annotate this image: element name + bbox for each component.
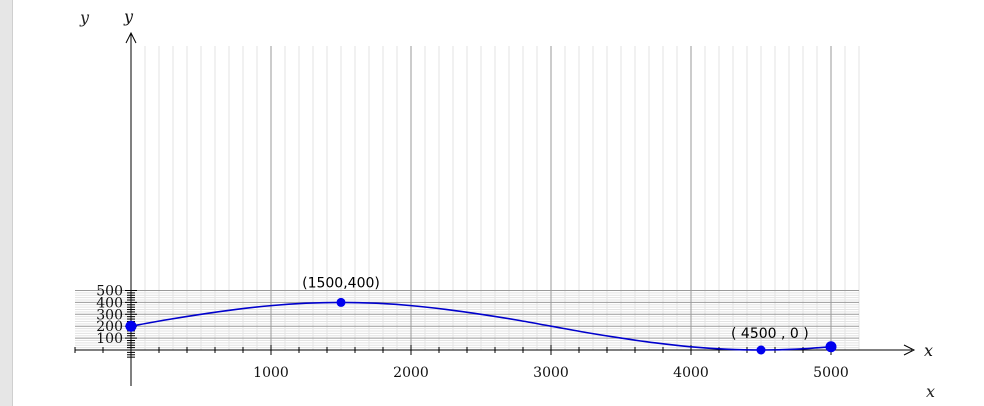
series-line — [130, 301, 832, 351]
annotation-minimum: ( 4500 , 0 ) — [731, 326, 809, 342]
data-point — [336, 297, 346, 307]
x-tick-label: 5000 — [813, 365, 849, 381]
window-edge — [0, 0, 13, 406]
y-tick-label: 100 — [96, 331, 123, 347]
x-tick-label: 4000 — [673, 365, 709, 381]
outer-y-label: y — [80, 8, 90, 27]
y-axis-label: y — [123, 7, 134, 26]
annotation-peak: (1500,400) — [302, 275, 380, 291]
y-tick-label: 300 — [96, 307, 123, 323]
data-point — [125, 320, 137, 332]
x-tick-label: 3000 — [533, 365, 569, 381]
y-tick-label: 200 — [96, 319, 123, 335]
data-point — [756, 345, 766, 355]
y-axis-arrow — [125, 31, 137, 44]
data-points — [125, 297, 837, 355]
x-axis-label: x — [924, 341, 933, 360]
outer-x-label: x — [926, 382, 936, 401]
x-tick-label: 2000 — [393, 365, 429, 381]
minor-grid — [75, 46, 860, 350]
y-tick-label: 400 — [96, 295, 123, 311]
data-point — [825, 341, 837, 353]
y-tick-label: 500 — [96, 284, 123, 300]
annotations: (1500,400) ( 4500 , 0 ) — [302, 275, 809, 342]
x-axis-arrow — [903, 344, 916, 356]
x-tick-label: 1000 — [253, 365, 289, 381]
